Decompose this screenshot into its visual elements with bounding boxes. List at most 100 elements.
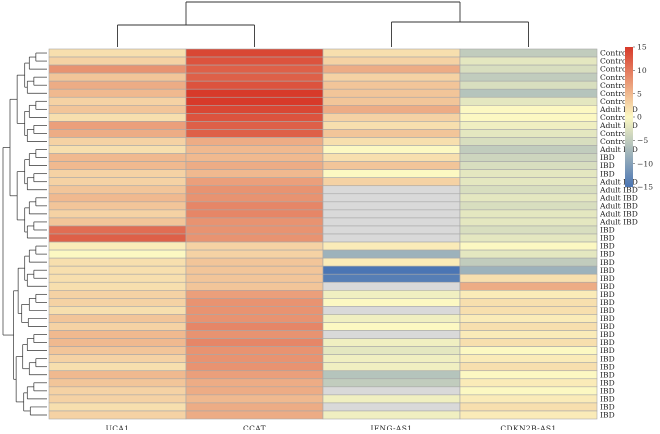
- heatmap-cell: [322, 121, 461, 130]
- heatmap-cell: [48, 209, 187, 219]
- heatmap-cell: [459, 378, 598, 388]
- heatmap-cell: [322, 257, 461, 267]
- heatmap-cell: [322, 330, 461, 339]
- row-label: Adult IBD: [599, 218, 638, 227]
- heatmap-cell: [185, 113, 324, 122]
- heatmap-cell: [48, 88, 187, 98]
- heatmap-cell: [185, 217, 324, 227]
- heatmap-cell: [322, 370, 461, 380]
- row-label: IBD: [600, 411, 615, 420]
- row-label: Adult IBD: [599, 105, 638, 114]
- row-label: Control: [600, 89, 630, 98]
- row-label: IBD: [600, 226, 615, 235]
- heatmap-cell: [185, 338, 324, 347]
- heatmap-cell: [459, 298, 598, 307]
- colorbar-tick-label: 0: [637, 113, 642, 122]
- row-label: Adult IBD: [599, 145, 638, 154]
- heatmap-cell: [48, 96, 187, 106]
- heatmap-cell: [459, 121, 598, 130]
- row-label: IBD: [600, 378, 615, 387]
- heatmap-cell: [459, 56, 598, 66]
- row-label: IBD: [600, 250, 615, 259]
- heatmap-cell: [48, 193, 187, 203]
- heatmap-cell: [185, 64, 324, 74]
- heatmap-cell: [48, 289, 187, 299]
- row-label: IBD: [600, 346, 615, 355]
- row-label: Control: [600, 65, 630, 74]
- row-label: Control: [600, 113, 630, 122]
- row-label: IBD: [600, 298, 615, 307]
- row-label: Control: [600, 81, 630, 90]
- heatmap-cell: [48, 161, 187, 170]
- row-label: Control: [600, 49, 630, 58]
- heatmap-cell: [459, 314, 598, 323]
- heatmap-cell: [185, 362, 324, 372]
- heatmap-cell: [48, 241, 187, 251]
- row-label: IBD: [600, 370, 615, 379]
- heatmap-cell: [185, 410, 324, 420]
- heatmap-cell: [459, 265, 598, 275]
- heatmap-cell: [185, 241, 324, 251]
- heatmap-cell: [322, 96, 461, 106]
- heatmap-cell: [459, 346, 598, 355]
- colorbar-tick-label: 10: [637, 66, 647, 75]
- heatmap-cell: [185, 257, 324, 267]
- heatmap-cell: [322, 281, 461, 291]
- heatmap-cell: [322, 410, 461, 420]
- heatmap-cell: [185, 314, 324, 323]
- heatmap-cell: [459, 354, 598, 363]
- heatmap-cell: [459, 137, 598, 146]
- heatmap-cell: [185, 153, 324, 162]
- heatmap-cell: [185, 233, 324, 243]
- heatmap-cell: [48, 410, 187, 420]
- heatmap-cell: [322, 169, 461, 178]
- heatmap-cell: [459, 153, 598, 162]
- heatmap-cell: [322, 394, 461, 404]
- row-label: IBD: [600, 266, 615, 275]
- row-label: IBD: [600, 338, 615, 347]
- heatmap-cell: [322, 185, 461, 195]
- heatmap-cell: [48, 346, 187, 355]
- heatmap-cell: [459, 169, 598, 178]
- row-label: IBD: [600, 306, 615, 315]
- heatmap-cell: [48, 48, 187, 58]
- heatmap-cell: [185, 88, 324, 98]
- row-label: Control: [600, 73, 630, 82]
- heatmap-cell: [322, 161, 461, 170]
- heatmap-cell: [459, 193, 598, 203]
- heatmap-cell: [322, 56, 461, 66]
- column-label: IFNG-AS1: [371, 424, 413, 430]
- column-label: UCA1: [106, 424, 130, 430]
- heatmap-cell: [459, 330, 598, 339]
- heatmap-cell: [48, 56, 187, 66]
- heatmap-cell: [185, 273, 324, 283]
- heatmap-cell: [459, 322, 598, 331]
- row-label: IBD: [600, 386, 615, 395]
- heatmap-cell: [48, 225, 187, 235]
- heatmap-cell: [459, 113, 598, 122]
- column-label: CCAT: [243, 424, 266, 430]
- row-dendrogram: [2, 52, 47, 416]
- heatmap-cells: [48, 48, 598, 420]
- heatmap-cell: [185, 177, 324, 187]
- heatmap-cell: [48, 233, 187, 243]
- row-label: IBD: [600, 274, 615, 283]
- heatmap-cell: [185, 370, 324, 380]
- heatmap-cell: [48, 386, 187, 396]
- heatmap-cell: [459, 394, 598, 404]
- heatmap-cell: [459, 386, 598, 396]
- heatmap-cell: [48, 113, 187, 122]
- heatmap-cell: [322, 314, 461, 323]
- row-label: IBD: [600, 242, 615, 251]
- heatmap-cell: [459, 233, 598, 243]
- colorbar-tick-label: −5: [637, 136, 648, 145]
- heatmap-cell: [322, 129, 461, 138]
- row-labels: ControlControlControlControlControlContr…: [599, 49, 638, 420]
- heatmap-cell: [185, 137, 324, 146]
- heatmap-cell: [185, 346, 324, 355]
- heatmap-cell: [459, 177, 598, 187]
- heatmap-cell: [459, 225, 598, 235]
- heatmap-cell: [185, 145, 324, 154]
